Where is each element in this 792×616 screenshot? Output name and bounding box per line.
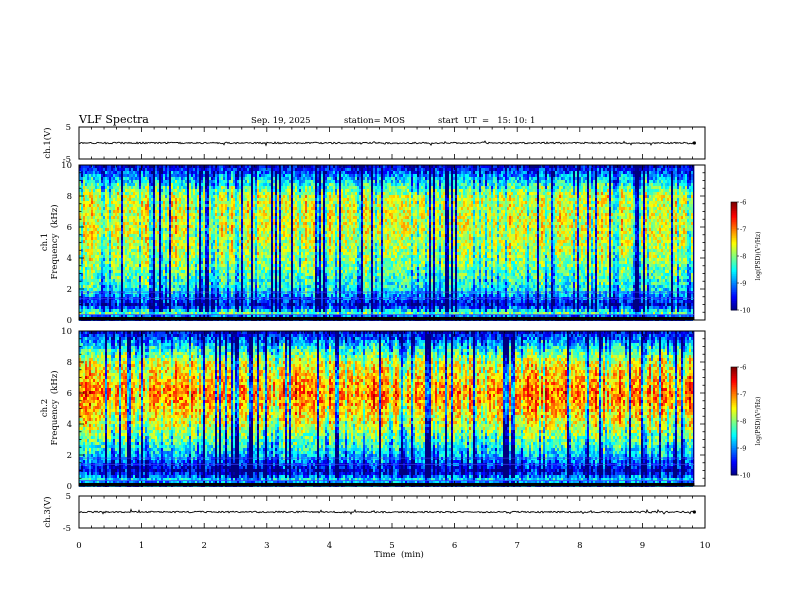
time-tick-10: 10 xyxy=(700,541,711,551)
ch1-ytick-6: 6 xyxy=(67,223,72,233)
ch1-ytick-top: 5 xyxy=(66,123,71,133)
ch1-spec-ylabel-top: ch.1 xyxy=(40,233,50,251)
ch1-freq-ticklabels: 0 2 4 6 8 10 xyxy=(61,161,72,326)
ch1-colorbar-tick--10: -10 xyxy=(740,307,750,315)
ch1-ytick-2: 2 xyxy=(67,285,72,295)
time-axis-label: Time (min) xyxy=(374,549,424,560)
ch2-colorbar-tick--9: -9 xyxy=(740,445,746,453)
time-tick-8: 8 xyxy=(577,541,582,551)
ch2-freq-ticklabels: 0 2 4 6 8 10 xyxy=(61,327,72,492)
ch2-colorbar-tick--6: -6 xyxy=(740,364,746,372)
ch2-spectrogram-image xyxy=(79,331,694,487)
ch1-colorbar-tick--6: -6 xyxy=(740,199,746,207)
ch3-voltage-trace xyxy=(79,509,696,514)
ch1-spectrogram-panel: 0 2 4 6 8 10 ch.1 Frequency (kHz) -6 -7 -8 -9 -10… xyxy=(40,161,762,326)
ch2-spec-ylabel-bottom: Frequency (kHz) xyxy=(49,370,60,445)
time-tick-7: 7 xyxy=(514,541,519,551)
ch1-colorbar-tick--9: -9 xyxy=(740,280,746,288)
ch1-voltage-panel: 5 -5 ch.1(V) xyxy=(42,123,705,165)
ch1-ytick-4: 4 xyxy=(67,254,72,264)
date-label: Sep. 19, 2025 xyxy=(251,116,311,126)
ch2-ytick-10: 10 xyxy=(61,327,72,337)
figure-title: VLF Spectra xyxy=(78,113,149,126)
ch1-colorbar-tick--7: -7 xyxy=(740,226,746,234)
ch1-ytick-0: 0 xyxy=(67,316,72,326)
ch2-ytick-6: 6 xyxy=(67,389,72,399)
time-tick-2: 2 xyxy=(201,541,206,551)
station-label: station= MOS xyxy=(344,116,405,126)
ch2-colorbar-tick--7: -7 xyxy=(740,391,746,399)
ch2-colorbar-label: log(PSD)(V²/Hz) xyxy=(755,397,762,446)
ch1-spectrogram-image xyxy=(79,165,694,321)
ch1-voltage-trace xyxy=(79,141,696,145)
ch1-spec-ylabel-bottom: Frequency (kHz) xyxy=(49,204,60,279)
ch2-colorbar-tick--8: -8 xyxy=(740,418,746,426)
time-tick-6: 6 xyxy=(452,541,457,551)
ch2-ytick-2: 2 xyxy=(67,451,72,461)
ch2-colorbar-tick--10: -10 xyxy=(740,472,750,480)
ch2-ytick-8: 8 xyxy=(67,358,72,368)
ch1-voltage-ylabel: ch.1(V) xyxy=(42,127,53,158)
ch1-colorbar-tick--8: -8 xyxy=(740,253,746,261)
time-tick-9: 9 xyxy=(640,541,645,551)
ch1-colorbar-label: log(PSD)(V²/Hz) xyxy=(755,232,762,281)
ch1-ytick-10: 10 xyxy=(61,161,72,171)
time-tick-3: 3 xyxy=(264,541,269,551)
ch3-ytick-top: 5 xyxy=(66,492,71,502)
ch3-ytick-bottom: -5 xyxy=(63,524,71,534)
ch1-ytick-8: 8 xyxy=(67,192,72,202)
start-time-label: start UT = 15: 10: 1 xyxy=(438,116,535,126)
ch2-spec-ylabel-top: ch.2 xyxy=(40,399,50,417)
ch3-voltage-panel: 5 -5 ch.3(V) xyxy=(42,492,705,534)
ch2-colorbar: -6 -7 -8 -9 -10 xyxy=(731,364,750,480)
time-tick-4: 4 xyxy=(327,541,332,551)
ch1-colorbar: -6 -7 -8 -9 -10 xyxy=(731,199,750,315)
time-tick-0: 0 xyxy=(76,541,81,551)
time-tick-1: 1 xyxy=(139,541,144,551)
ch3-voltage-ylabel: ch.3(V) xyxy=(42,496,53,527)
ch2-spectrogram-panel: 0 2 4 6 8 10 ch.2 Frequency (kHz) -6 -7 -8 -9 -10… xyxy=(40,327,762,492)
ch2-ytick-4: 4 xyxy=(67,420,72,430)
ch2-ytick-0: 0 xyxy=(67,482,72,492)
